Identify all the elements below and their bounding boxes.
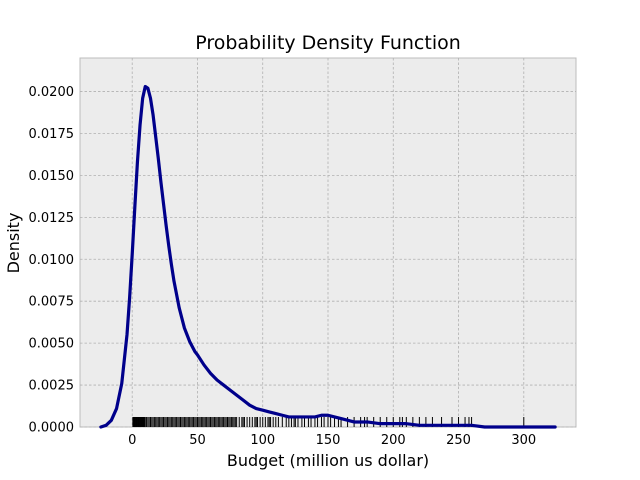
x-tick-label: 100 <box>250 433 275 448</box>
x-axis-title: Budget (million us dollar) <box>227 451 429 470</box>
x-tick-label: 0 <box>128 433 136 448</box>
density-curve <box>99 84 557 429</box>
y-tick-label: 0.0175 <box>29 127 75 142</box>
y-tick-label: 0.0200 <box>29 85 75 100</box>
y-tick-label: 0.0000 <box>29 421 75 436</box>
x-tick-label: 150 <box>316 433 341 448</box>
y-tick-label: 0.0100 <box>29 253 75 268</box>
x-axis-ticks: 0 50 100 150 200 250 300 <box>128 433 536 448</box>
y-axis-title: Density <box>4 213 23 274</box>
y-tick-label: 0.0075 <box>29 295 75 310</box>
x-tick-label: 200 <box>381 433 406 448</box>
y-tick-label: 0.0025 <box>29 379 75 394</box>
y-tick-label: 0.0150 <box>29 169 75 184</box>
x-tick-label: 250 <box>446 433 471 448</box>
x-tick-label: 300 <box>511 433 536 448</box>
y-axis-ticks: 0.0000 0.0025 0.0050 0.0075 0.0100 0.0125 0.01… <box>29 85 75 435</box>
y-tick-label: 0.0125 <box>29 211 75 226</box>
y-tick-label: 0.0050 <box>29 337 75 352</box>
density-curve-group <box>99 84 557 429</box>
x-tick-label: 50 <box>189 433 206 448</box>
chart-title: Probability Density Function <box>195 32 461 54</box>
